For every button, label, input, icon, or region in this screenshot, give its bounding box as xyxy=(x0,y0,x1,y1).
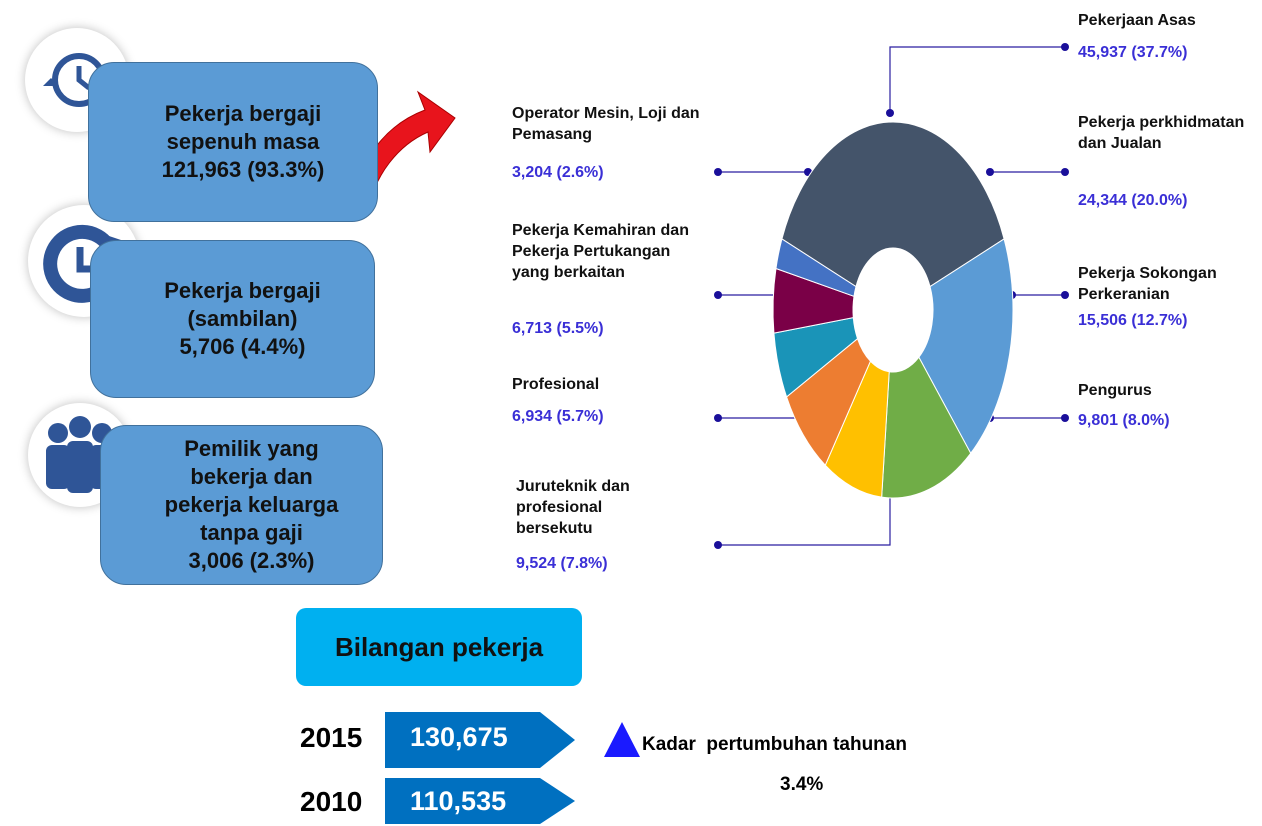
donut-segment xyxy=(918,238,1014,455)
donut-segment xyxy=(775,238,857,297)
box-value: 5,706 (4.4%) xyxy=(179,334,306,359)
category-label: Operator Mesin, Loji dan Pemasang xyxy=(512,105,700,143)
employment-box: Pekerja bergaji (sambilan) 5,706 (4.4%) xyxy=(90,240,375,398)
category-label: Juruteknik dan profesional bersekutu xyxy=(516,478,630,537)
box-value: 3,006 (2.3%) xyxy=(188,548,315,573)
value-arrow xyxy=(385,778,575,824)
value-label: 45,937 (37.7%) xyxy=(1078,44,1188,61)
category-label: Pengurus xyxy=(1078,382,1152,399)
category-label: Pekerja Sokongan Perkeranian xyxy=(1078,265,1217,303)
year-value: 110,535 xyxy=(410,786,507,816)
donut-segment xyxy=(881,356,972,499)
value-label: 3,204 (2.6%) xyxy=(512,164,604,181)
value-arrow xyxy=(385,712,575,768)
category-label: Pekerjaan Asas xyxy=(1078,12,1196,29)
growth-value: 3.4% xyxy=(780,774,824,795)
box-label: Pekerja bergaji sepenuh masa xyxy=(164,101,322,154)
value-label: 15,506 (12.7%) xyxy=(1078,312,1188,329)
donut-chart xyxy=(772,121,1014,499)
value-label: 6,713 (5.5%) xyxy=(512,320,604,337)
leader-lines xyxy=(718,46,1065,546)
category-label: Pekerja Kemahiran dan Pekerja Pertukanga… xyxy=(512,222,689,281)
employment-box: Pemilik yang bekerja dan pekerja keluarg… xyxy=(100,425,383,585)
value-label: 9,801 (8.0%) xyxy=(1078,412,1170,429)
year-value: 130,675 xyxy=(410,722,508,752)
box-label: Pemilik yang bekerja dan pekerja keluarg… xyxy=(164,436,339,545)
box-value: 121,963 (93.3%) xyxy=(161,157,325,182)
growth-triangle xyxy=(604,722,640,757)
value-label: 24,344 (20.0%) xyxy=(1078,192,1188,209)
value-label: 9,524 (7.8%) xyxy=(516,555,608,572)
category-label: Profesional xyxy=(512,376,600,393)
employment-box: Pekerja bergaji sepenuh masa 121,963 (93.… xyxy=(88,62,378,222)
box-label: Pekerja bergaji (sambilan) xyxy=(164,278,321,331)
donut-segment xyxy=(781,121,1005,288)
growth-label: Kadar pertumbuhan tahunan xyxy=(642,734,907,755)
value-label: 6,934 (5.7%) xyxy=(512,408,604,425)
summary-title: Bilangan pekerja xyxy=(296,608,582,686)
category-label: Pekerja perkhidmatan dan Jualan xyxy=(1078,114,1245,152)
year-label: 2010 xyxy=(300,786,363,817)
year-label: 2015 xyxy=(300,722,363,753)
